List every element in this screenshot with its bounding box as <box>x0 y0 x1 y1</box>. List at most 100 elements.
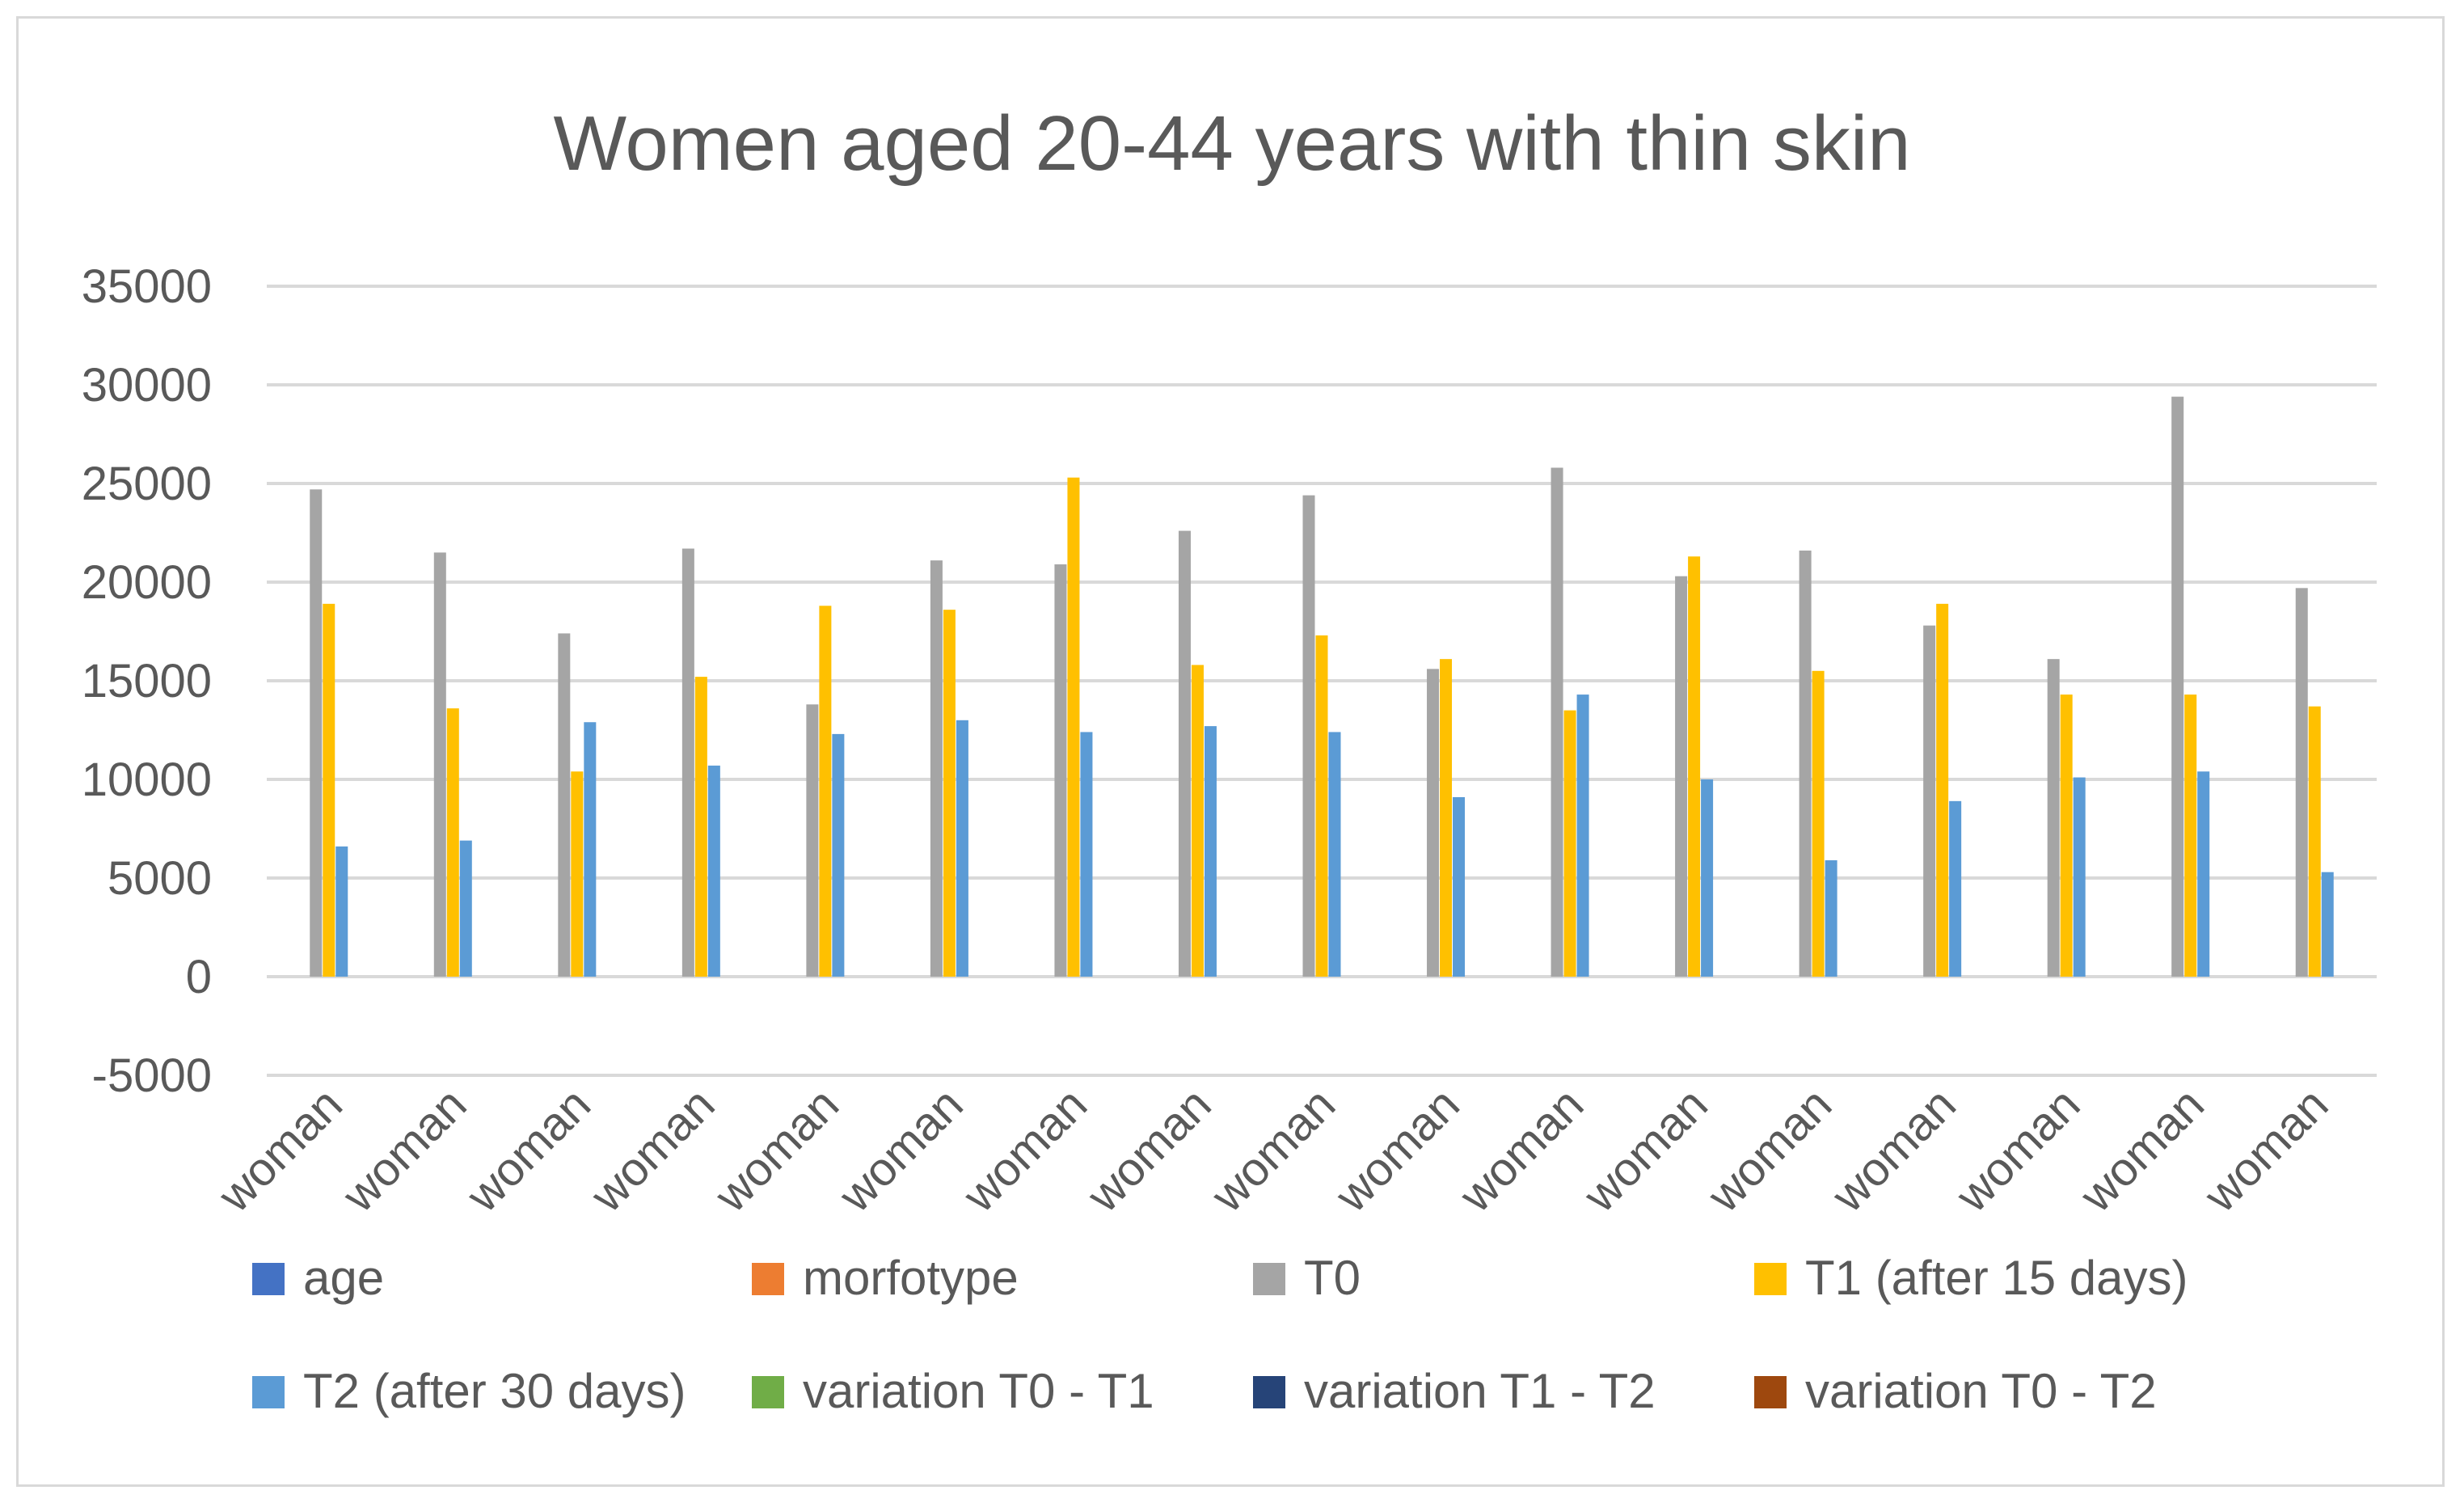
y-axis-ticks: 35000 30000 25000 20000 15000 10000 5000 0 -5000 <box>82 260 212 1102</box>
bar-t2 <box>707 765 720 977</box>
bar-t2 <box>956 720 968 977</box>
bar-t0 <box>806 704 819 977</box>
x-tick-label: woman <box>332 1078 477 1222</box>
bar-t0 <box>2047 659 2060 977</box>
bar-t0 <box>558 633 571 977</box>
bars <box>310 396 2334 977</box>
y-tick-label: 15000 <box>82 655 212 707</box>
legend-label: age <box>303 1251 384 1305</box>
chart-title: Women aged 20-44 years with thin skin <box>553 100 1910 187</box>
bar-t0 <box>433 552 446 977</box>
legend-label: variation T0 - T1 <box>803 1364 1154 1418</box>
bar-t2 <box>1204 726 1217 977</box>
bar-t1 <box>1067 477 1080 977</box>
bar-t0 <box>310 489 323 977</box>
bar-t0 <box>1054 564 1067 977</box>
x-tick-label: woman <box>1077 1078 1221 1222</box>
bar-t0 <box>1178 530 1191 977</box>
y-tick-label: 0 <box>186 951 212 1003</box>
bar-t2 <box>459 840 472 977</box>
x-tick-label: woman <box>1945 1078 2090 1222</box>
legend-swatch <box>252 1263 285 1295</box>
bar-t1 <box>2060 695 2073 977</box>
bar-t1 <box>1688 556 1701 977</box>
legend-label: variation T1 - T2 <box>1304 1364 1656 1418</box>
x-tick-label: woman <box>1200 1078 1345 1222</box>
x-tick-label: woman <box>1821 1078 1966 1222</box>
bar-t1 <box>694 677 707 977</box>
bar-t0 <box>930 560 943 977</box>
y-tick-label: -5000 <box>92 1049 212 1102</box>
y-tick-label: 30000 <box>82 359 212 412</box>
legend-item: variation T1 - T2 <box>1253 1364 1656 1418</box>
bar-t1 <box>1563 710 1576 977</box>
legend-label: T0 <box>1304 1251 1361 1305</box>
legend-swatch <box>752 1263 784 1295</box>
bar-t0 <box>1302 495 1315 977</box>
bar-t1 <box>2308 706 2321 977</box>
bar-t1 <box>323 603 335 977</box>
y-tick-label: 25000 <box>82 458 212 510</box>
bar-t1 <box>1440 659 1453 977</box>
bar-t1 <box>1812 670 1825 977</box>
bar-t2 <box>832 733 845 977</box>
bar-t1 <box>1315 635 1328 977</box>
bar-t0 <box>2295 588 2308 977</box>
legend-label: variation T0 - T2 <box>1805 1364 2157 1418</box>
bar-t1 <box>1936 603 1949 977</box>
x-tick-label: woman <box>704 1078 849 1222</box>
legend-label: morfotype <box>803 1251 1019 1305</box>
x-tick-label: woman <box>1325 1078 1470 1222</box>
bar-t0 <box>681 548 694 977</box>
bar-t1 <box>2184 695 2197 977</box>
legend-swatch <box>252 1376 285 1408</box>
bar-t2 <box>2073 777 2086 977</box>
x-tick-label: woman <box>2070 1078 2214 1222</box>
legend-swatch <box>1253 1263 1285 1295</box>
x-tick-label: woman <box>1449 1078 1593 1222</box>
legend-item: T2 (after 30 days) <box>252 1364 686 1418</box>
legend-item: age <box>252 1251 384 1305</box>
x-tick-label: woman <box>208 1078 352 1222</box>
bar-t2 <box>2321 872 2334 977</box>
bar-t1 <box>1191 665 1204 977</box>
bar-t0 <box>1675 576 1688 977</box>
bar-t1 <box>446 708 459 977</box>
x-tick-label: woman <box>1573 1078 1718 1222</box>
legend-label: T1 (after 15 days) <box>1805 1251 2188 1305</box>
x-tick-label: woman <box>1697 1078 1842 1222</box>
y-tick-label: 20000 <box>82 556 212 609</box>
bar-t2 <box>1701 779 1714 977</box>
legend-label: T2 (after 30 days) <box>303 1364 686 1418</box>
x-tick-label: woman <box>2194 1078 2339 1222</box>
chart-frame <box>16 16 2445 1487</box>
legend-swatch <box>752 1376 784 1408</box>
legend-item: T1 (after 15 days) <box>1754 1251 2188 1305</box>
legend: age morfotype T0 T1 (after 15 days) T2 (afte… <box>252 1251 2188 1418</box>
legend-item: variation T0 - T1 <box>752 1364 1154 1418</box>
legend-swatch <box>1253 1376 1285 1408</box>
bar-t1 <box>571 771 584 977</box>
x-axis-ticks: womanwomanwomanwomanwomanwomanwomanwoman… <box>208 1078 2338 1222</box>
bar-t2 <box>1576 695 1589 977</box>
bar-t0 <box>1427 669 1440 977</box>
bar-t1 <box>819 606 832 977</box>
bar-t2 <box>1825 860 1837 977</box>
x-tick-label: woman <box>829 1078 973 1222</box>
legend-item: variation T0 - T2 <box>1754 1364 2157 1418</box>
bar-t0 <box>1551 467 1563 977</box>
y-tick-label: 35000 <box>82 260 212 313</box>
y-tick-label: 5000 <box>108 852 212 905</box>
bar-t2 <box>584 722 597 977</box>
bar-t1 <box>943 610 956 977</box>
legend-item: morfotype <box>752 1251 1019 1305</box>
legend-item: T0 <box>1253 1251 1361 1305</box>
legend-swatch <box>1754 1263 1787 1295</box>
bar-t2 <box>1328 732 1341 977</box>
bar-t2 <box>1949 800 1962 977</box>
bar-t2 <box>1080 732 1093 977</box>
legend-swatch <box>1754 1376 1787 1408</box>
bar-t2 <box>1453 796 1466 977</box>
bar-t0 <box>1799 550 1812 977</box>
bar-t2 <box>2197 771 2210 977</box>
